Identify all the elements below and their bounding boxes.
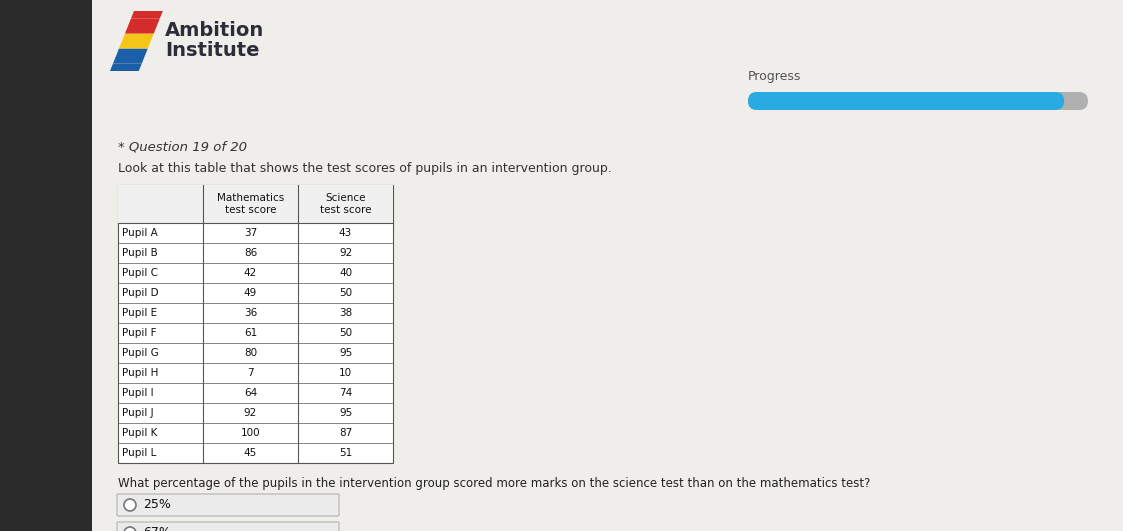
Text: 45: 45 [244,448,257,458]
Polygon shape [131,11,163,19]
Text: 36: 36 [244,308,257,318]
FancyBboxPatch shape [117,494,339,516]
Text: Pupil H: Pupil H [122,368,158,378]
Circle shape [124,499,136,511]
Text: 50: 50 [339,288,353,298]
Text: 92: 92 [244,408,257,418]
Text: 61: 61 [244,328,257,338]
Text: 86: 86 [244,248,257,258]
Polygon shape [110,64,141,71]
Text: 95: 95 [339,348,353,358]
Text: Pupil I: Pupil I [122,388,154,398]
Polygon shape [122,33,154,41]
Text: Pupil K: Pupil K [122,428,157,438]
Text: 95: 95 [339,408,353,418]
Text: 42: 42 [244,268,257,278]
Text: Institute: Institute [165,41,259,60]
Text: 100: 100 [240,428,261,438]
Text: Pupil B: Pupil B [122,248,157,258]
Polygon shape [119,41,150,48]
Text: Mathematics
test score: Mathematics test score [217,193,284,215]
Text: 49: 49 [244,288,257,298]
Text: 92: 92 [339,248,353,258]
Polygon shape [116,48,148,56]
Text: Pupil L: Pupil L [122,448,156,458]
Text: Science
test score: Science test score [320,193,372,215]
Text: Look at this table that shows the test scores of pupils in an intervention group: Look at this table that shows the test s… [118,162,612,175]
Text: 64: 64 [244,388,257,398]
Text: 87: 87 [339,428,353,438]
Text: 7: 7 [247,368,254,378]
Bar [118,185,393,463]
Text: 38: 38 [339,308,353,318]
Text: Ambition: Ambition [165,21,264,40]
Bar [0,0,92,531]
Polygon shape [125,26,157,33]
Text: Pupil G: Pupil G [122,348,158,358]
FancyBboxPatch shape [748,92,1088,110]
Text: Pupil C: Pupil C [122,268,158,278]
Text: 51: 51 [339,448,353,458]
Text: 25%: 25% [143,499,171,511]
FancyBboxPatch shape [117,522,339,531]
Text: 50: 50 [339,328,353,338]
Polygon shape [113,56,145,64]
Text: 74: 74 [339,388,353,398]
Text: Progress: Progress [748,70,802,83]
Text: Pupil J: Pupil J [122,408,154,418]
Text: 80: 80 [244,348,257,358]
Polygon shape [128,19,159,26]
Text: 10: 10 [339,368,353,378]
FancyBboxPatch shape [748,92,1065,110]
Text: What percentage of the pupils in the intervention group scored more marks on the: What percentage of the pupils in the int… [118,477,870,490]
Text: 40: 40 [339,268,353,278]
Text: Pupil E: Pupil E [122,308,157,318]
Text: 37: 37 [244,228,257,238]
Text: * Question 19 of 20: * Question 19 of 20 [118,140,247,153]
Text: 43: 43 [339,228,353,238]
Text: 67%: 67% [143,527,171,531]
Circle shape [124,527,136,531]
Text: Pupil F: Pupil F [122,328,156,338]
Text: Pupil A: Pupil A [122,228,157,238]
Text: Pupil D: Pupil D [122,288,158,298]
Bar [118,185,393,223]
